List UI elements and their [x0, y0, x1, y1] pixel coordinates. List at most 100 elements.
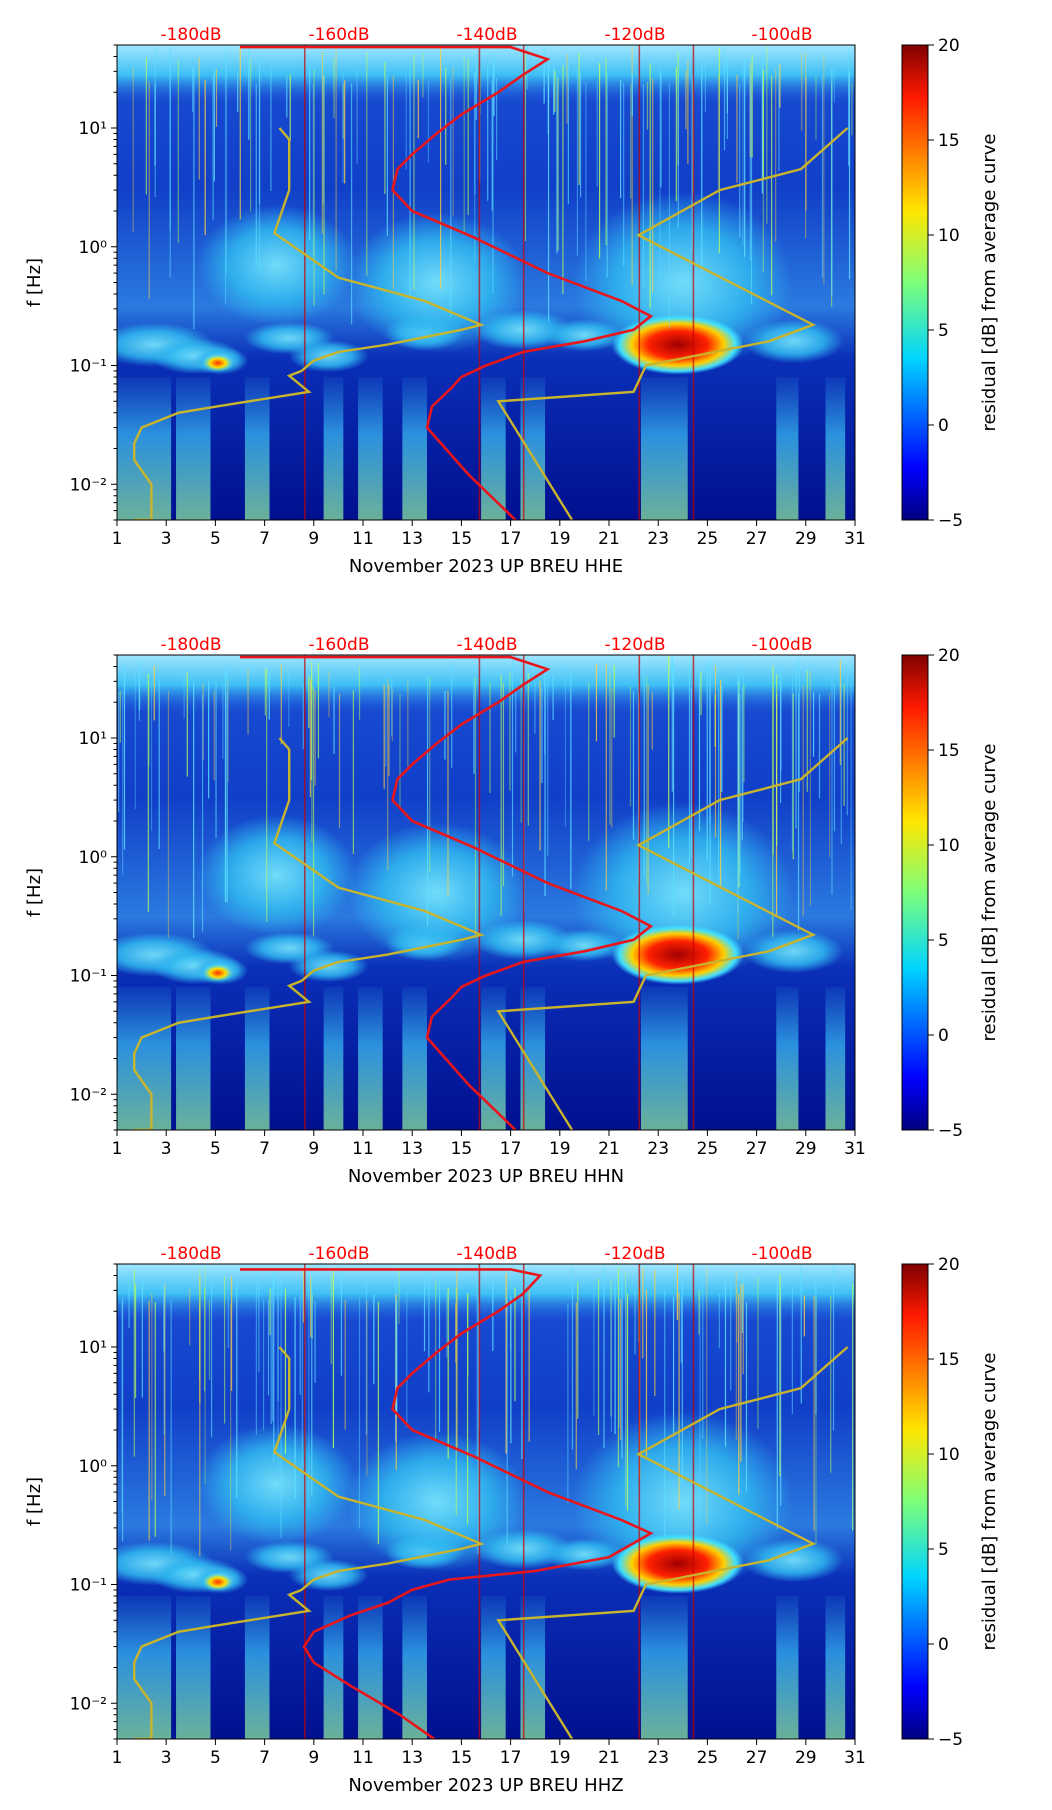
transient-streak: [514, 1287, 516, 1402]
microseism-glow: [346, 1431, 527, 1572]
energy-column: [825, 987, 846, 1130]
transient-streak: [704, 57, 707, 112]
x-tick-label: 11: [352, 529, 374, 549]
transient-streak: [631, 46, 633, 286]
transient-streak: [709, 679, 711, 824]
transient-streak: [145, 57, 147, 195]
transient-streak: [301, 1293, 303, 1467]
transient-streak: [740, 1284, 742, 1462]
transient-streak: [701, 63, 703, 273]
transient-streak: [247, 669, 249, 735]
transient-streak: [452, 67, 454, 217]
transient-streak: [154, 1301, 156, 1537]
microseism-glow: [196, 205, 357, 326]
transient-streak: [153, 665, 155, 721]
transient-streak: [118, 692, 120, 813]
transient-streak: [809, 670, 811, 906]
transient-streak: [463, 55, 465, 234]
db-scale-label: -100dB: [751, 1244, 812, 1264]
transient-streak: [645, 1289, 648, 1457]
y-tick-label: 10¹: [79, 119, 107, 139]
transient-streak: [222, 684, 224, 760]
transient-streak: [230, 1303, 232, 1551]
spectrogram-image: [117, 655, 855, 1130]
transient-streak: [314, 1301, 316, 1383]
energy-column: [176, 377, 211, 520]
colorbar-tick-label: 5: [938, 1540, 949, 1560]
transient-streak: [562, 65, 564, 295]
transient-streak: [792, 693, 794, 860]
energy-column: [117, 1596, 172, 1739]
transient-streak: [474, 72, 476, 263]
db-scale-label: -180dB: [160, 25, 221, 45]
transient-streak: [163, 1282, 165, 1352]
transient-streak: [262, 1299, 265, 1431]
transient-streak: [227, 1295, 229, 1348]
transient-streak: [134, 1284, 137, 1398]
energy-column: [520, 377, 546, 520]
transient-streak: [208, 680, 210, 799]
transient-streak: [456, 1268, 458, 1449]
transient-streak: [322, 53, 324, 204]
transient-streak: [749, 57, 751, 261]
transient-streak: [500, 673, 502, 916]
x-tick-label: 17: [500, 529, 522, 549]
transient-streak: [280, 664, 282, 745]
colorbar-tick-label: 20: [938, 36, 960, 56]
transient-streak: [646, 675, 648, 884]
transient-streak: [333, 686, 335, 754]
transient-streak: [177, 59, 179, 243]
transient-streak: [564, 661, 567, 827]
transient-streak: [672, 1296, 675, 1437]
x-tick-label: 25: [697, 1748, 719, 1768]
transient-streak: [830, 1295, 832, 1473]
transient-streak: [566, 53, 568, 124]
warm-spot: [201, 1572, 234, 1591]
event-line: [638, 45, 641, 520]
transient-streak: [610, 1281, 612, 1432]
transient-streak: [248, 46, 250, 140]
transient-streak: [119, 691, 121, 743]
energy-column: [402, 987, 427, 1130]
transient-streak: [506, 1295, 508, 1545]
warm-spot: [201, 963, 234, 982]
transient-streak: [520, 678, 522, 823]
transient-streak: [791, 1286, 793, 1415]
transient-streak: [631, 73, 633, 117]
transient-streak: [280, 1278, 282, 1538]
transient-streak: [647, 684, 649, 895]
transient-streak: [199, 1269, 201, 1379]
transient-streak: [150, 681, 153, 831]
x-tick-label: 23: [647, 1139, 669, 1159]
x-tick-label: 1: [112, 1748, 123, 1768]
y-tick-label: 10⁻²: [70, 1085, 107, 1105]
transient-streak: [223, 1276, 226, 1424]
transient-streak: [738, 1294, 740, 1495]
transient-streak: [706, 1268, 708, 1525]
transient-streak: [681, 1276, 683, 1484]
transient-streak: [521, 1272, 523, 1460]
colorbar-tick-label: 10: [938, 1445, 960, 1465]
transient-streak: [544, 675, 546, 897]
x-tick-label: 7: [259, 529, 270, 549]
transient-streak: [634, 1291, 636, 1355]
x-tick-label: 15: [451, 1139, 473, 1159]
transient-streak: [169, 45, 171, 278]
storm-hotspot: [611, 924, 744, 985]
transient-streak: [534, 681, 536, 734]
transient-streak: [698, 1290, 700, 1335]
transient-streak: [310, 661, 313, 781]
transient-streak: [724, 1279, 727, 1448]
transient-streak: [626, 1293, 629, 1511]
energy-column: [640, 987, 688, 1130]
transient-streak: [511, 660, 514, 877]
transient-streak: [846, 677, 848, 816]
transient-streak: [543, 46, 545, 104]
x-tick-label: 19: [549, 1748, 571, 1768]
x-tick-label: 19: [549, 1139, 571, 1159]
colorbar-label: residual [dB] from average curve: [979, 133, 1000, 431]
colorbar-tick-label: −5: [938, 511, 963, 531]
transient-streak: [317, 662, 320, 759]
